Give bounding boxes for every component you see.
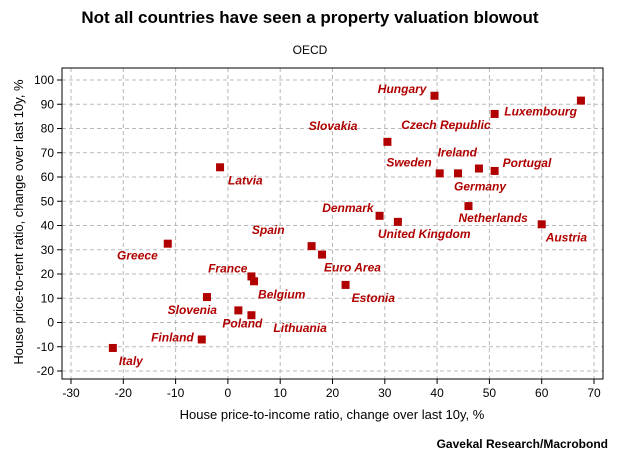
point-label: Latvia bbox=[228, 173, 263, 187]
x-tick-label: 0 bbox=[225, 386, 232, 400]
point-label: Belgium bbox=[258, 287, 306, 301]
data-point bbox=[490, 109, 499, 118]
point-label: Italy bbox=[119, 354, 144, 368]
point-label: Ireland bbox=[438, 146, 478, 160]
y-tick-label: 50 bbox=[41, 194, 55, 208]
point-label: Greece bbox=[117, 249, 158, 263]
data-point bbox=[202, 293, 211, 302]
y-tick-label: 10 bbox=[41, 291, 55, 305]
data-point bbox=[307, 242, 316, 251]
data-point bbox=[383, 137, 392, 146]
y-axis-label: House price-to-rent ratio, change over l… bbox=[11, 79, 26, 365]
x-axis-ticks: -30 -20 -10 0 10 20 30 40 50 60 70 bbox=[62, 379, 601, 400]
data-point bbox=[234, 306, 243, 315]
data-point bbox=[454, 169, 463, 178]
x-tick-label: 70 bbox=[587, 386, 601, 400]
point-label: Hungary bbox=[378, 82, 428, 96]
point-label: Lithuania bbox=[273, 321, 327, 335]
point-label: Austria bbox=[545, 230, 588, 244]
x-tick-label: 10 bbox=[274, 386, 288, 400]
point-label: Slovakia bbox=[309, 119, 358, 133]
y-tick-label: 80 bbox=[41, 122, 55, 136]
y-tick-label: 0 bbox=[47, 316, 54, 330]
point-label: Luxembourg bbox=[504, 105, 577, 119]
x-tick-label: 60 bbox=[535, 386, 549, 400]
data-point bbox=[375, 211, 384, 220]
point-label: Poland bbox=[222, 316, 263, 330]
point-label: United Kingdom bbox=[378, 227, 471, 241]
y-axis-ticks: -20 -10 0 10 20 30 40 50 60 70 80 90 100 bbox=[34, 73, 62, 378]
point-label: Netherlands bbox=[458, 211, 528, 225]
y-tick-label: 60 bbox=[41, 170, 55, 184]
point-label: Denmark bbox=[322, 201, 375, 215]
point-labels: Hungary Luxembourg Czech Republic Slovakia L… bbox=[117, 82, 587, 368]
y-tick-label: -20 bbox=[37, 364, 55, 378]
data-point bbox=[435, 169, 444, 178]
point-label: Spain bbox=[252, 223, 285, 237]
chart-title: Not all countries have seen a property v… bbox=[81, 8, 539, 27]
data-point bbox=[490, 166, 499, 175]
point-label: France bbox=[208, 261, 248, 275]
x-tick-label: -30 bbox=[62, 386, 80, 400]
chart-subtitle: OECD bbox=[292, 43, 328, 57]
y-tick-label: 40 bbox=[41, 219, 55, 233]
point-label: Portugal bbox=[503, 156, 552, 170]
data-point bbox=[341, 280, 350, 289]
data-point bbox=[318, 250, 327, 259]
data-point bbox=[247, 311, 256, 320]
point-label: Slovenia bbox=[168, 303, 218, 317]
grid-lines bbox=[62, 68, 603, 379]
y-tick-label: -10 bbox=[37, 340, 55, 354]
data-point bbox=[216, 163, 225, 172]
y-tick-label: 90 bbox=[41, 97, 55, 111]
data-point bbox=[474, 164, 483, 173]
y-tick-label: 100 bbox=[34, 73, 54, 87]
x-tick-label: -20 bbox=[115, 386, 133, 400]
x-tick-label: 40 bbox=[430, 386, 444, 400]
source-note: Gavekal Research/Macrobond bbox=[436, 437, 608, 451]
x-tick-label: 50 bbox=[483, 386, 497, 400]
data-point bbox=[576, 96, 585, 105]
data-point bbox=[250, 277, 259, 286]
x-tick-label: -10 bbox=[167, 386, 185, 400]
x-tick-label: 20 bbox=[326, 386, 340, 400]
point-label: Czech Republic bbox=[401, 118, 491, 132]
point-label: Euro Area bbox=[324, 261, 381, 275]
point-label: Sweden bbox=[386, 155, 431, 169]
x-tick-label: 30 bbox=[378, 386, 392, 400]
y-tick-label: 30 bbox=[41, 243, 55, 257]
y-tick-label: 20 bbox=[41, 267, 55, 281]
data-point bbox=[163, 239, 172, 248]
point-label: Germany bbox=[454, 179, 507, 193]
data-point bbox=[464, 202, 473, 211]
data-point bbox=[393, 217, 402, 226]
data-point bbox=[430, 91, 439, 100]
data-point bbox=[247, 272, 256, 281]
point-label: Finland bbox=[151, 330, 194, 344]
point-label: Estonia bbox=[352, 291, 396, 305]
x-axis-label: House price-to-income ratio, change over… bbox=[180, 407, 485, 422]
data-point bbox=[537, 220, 546, 229]
y-tick-label: 70 bbox=[41, 146, 55, 160]
data-point bbox=[108, 343, 117, 352]
data-point bbox=[197, 335, 206, 344]
data-points bbox=[108, 91, 585, 352]
